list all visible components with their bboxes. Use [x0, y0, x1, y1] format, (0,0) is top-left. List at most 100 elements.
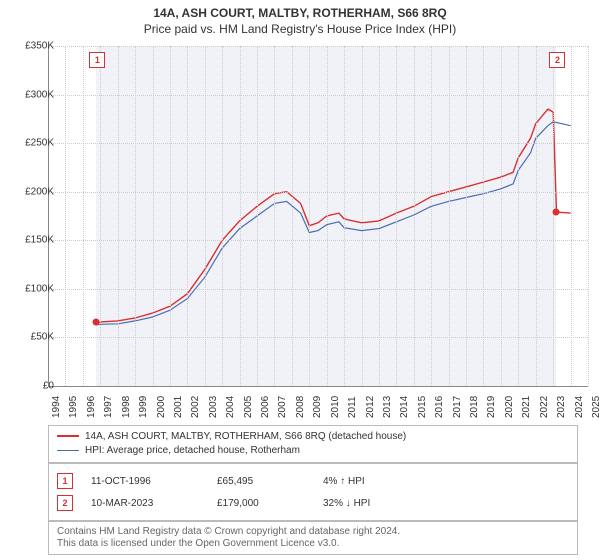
transaction-marker: 1	[57, 473, 73, 489]
marker-label-2: 2	[549, 52, 565, 68]
series-hpi	[96, 122, 570, 325]
x-axis-label: 2025	[591, 396, 600, 418]
x-axis-label: 1995	[68, 396, 79, 418]
chart-title: 14A, ASH COURT, MALTBY, ROTHERHAM, S66 8…	[0, 0, 600, 20]
chart-lines-svg	[48, 46, 588, 386]
y-axis-label: £50K	[31, 332, 54, 343]
gridline-v	[414, 46, 415, 386]
gridline-h	[48, 289, 588, 290]
gridline-v	[205, 46, 206, 386]
gridline-v	[118, 46, 119, 386]
legend-label: 14A, ASH COURT, MALTBY, ROTHERHAM, S66 8…	[85, 431, 406, 442]
x-axis-label: 2000	[156, 396, 167, 418]
license-line-1: Contains HM Land Registry data © Crown c…	[57, 526, 569, 538]
x-axis-label: 2003	[208, 396, 219, 418]
gridline-v	[309, 46, 310, 386]
x-axis-label: 2001	[173, 396, 184, 418]
gridline-v	[153, 46, 154, 386]
gridline-v	[327, 46, 328, 386]
license-box: Contains HM Land Registry data © Crown c…	[48, 521, 578, 555]
x-axis-label: 2005	[243, 396, 254, 418]
gridline-v	[362, 46, 363, 386]
gridline-v	[396, 46, 397, 386]
legend-label: HPI: Average price, detached house, Roth…	[85, 445, 300, 456]
transaction-delta: 32% ↓ HPI	[323, 498, 569, 509]
x-axis-label: 2008	[295, 396, 306, 418]
chart-subtitle: Price paid vs. HM Land Registry's House …	[0, 20, 600, 42]
x-axis-label: 2002	[190, 396, 201, 418]
y-axis-label: £200K	[25, 186, 54, 197]
gridline-v	[588, 46, 589, 386]
chart-plot-area: 12	[48, 46, 588, 386]
gridline-h	[48, 337, 588, 338]
x-axis-label: 2023	[556, 396, 567, 418]
x-axis-label: 2014	[399, 396, 410, 418]
x-axis-label: 2006	[260, 396, 271, 418]
gridline-v	[501, 46, 502, 386]
marker-dot-1	[93, 319, 100, 326]
legend-item: 14A, ASH COURT, MALTBY, ROTHERHAM, S66 8…	[57, 430, 569, 444]
chart-container: 14A, ASH COURT, MALTBY, ROTHERHAM, S66 8…	[0, 0, 600, 560]
x-axis-label: 2016	[434, 396, 445, 418]
gridline-v	[553, 46, 554, 386]
gridline-h	[48, 192, 588, 193]
series-price_paid	[96, 109, 570, 322]
gridline-v	[571, 46, 572, 386]
x-axis	[48, 386, 588, 387]
x-axis-label: 2011	[347, 396, 358, 418]
y-axis-label: £250K	[25, 138, 54, 149]
gridline-v	[65, 46, 66, 386]
legend-item: HPI: Average price, detached house, Roth…	[57, 444, 569, 458]
gridline-h	[48, 143, 588, 144]
gridline-v	[379, 46, 380, 386]
x-axis-label: 2009	[312, 396, 323, 418]
gridline-v	[466, 46, 467, 386]
gridline-v	[187, 46, 188, 386]
x-axis-label: 1997	[103, 396, 114, 418]
gridline-v	[257, 46, 258, 386]
x-axis-label: 2013	[382, 396, 393, 418]
x-axis-label: 2022	[539, 396, 550, 418]
x-axis-label: 2017	[452, 396, 463, 418]
y-axis-label: £300K	[25, 89, 54, 100]
x-axis-label: 1998	[121, 396, 132, 418]
gridline-v	[483, 46, 484, 386]
gridline-v	[83, 46, 84, 386]
y-axis-label: £100K	[25, 283, 54, 294]
transaction-row: 1 11-OCT-1996 £65,495 4% ↑ HPI	[57, 470, 569, 492]
gridline-v	[518, 46, 519, 386]
x-axis-label: 2004	[225, 396, 236, 418]
marker-label-1: 1	[89, 52, 105, 68]
x-axis-label: 2024	[574, 396, 585, 418]
license-line-2: This data is licensed under the Open Gov…	[57, 538, 569, 550]
gridline-v	[344, 46, 345, 386]
legend-box: 14A, ASH COURT, MALTBY, ROTHERHAM, S66 8…	[48, 425, 578, 463]
x-axis-label: 2018	[469, 396, 480, 418]
legend-swatch	[57, 450, 79, 451]
x-axis-label: 2015	[417, 396, 428, 418]
gridline-h	[48, 240, 588, 241]
x-axis-label: 1996	[86, 396, 97, 418]
transaction-row: 210-MAR-2023£179,00032% ↓ HPI	[57, 492, 569, 514]
gridline-v	[170, 46, 171, 386]
x-axis-label: 2012	[365, 396, 376, 418]
x-axis-label: 1999	[138, 396, 149, 418]
transactions-box: 1 11-OCT-1996 £65,495 4% ↑ HPI 2 10-MAR-2023 £…	[48, 463, 578, 521]
gridline-h	[48, 95, 588, 96]
gridline-v	[222, 46, 223, 386]
transaction-marker: 2	[57, 495, 73, 511]
transaction-date: 11-OCT-1996	[79, 476, 211, 487]
gridline-v	[536, 46, 537, 386]
legend-swatch	[57, 435, 79, 437]
x-axis-label: 1994	[51, 396, 62, 418]
gridline-v	[100, 46, 101, 386]
gridline-v	[135, 46, 136, 386]
gridline-v	[449, 46, 450, 386]
transaction-date: 10-MAR-2023	[79, 498, 211, 509]
transaction-delta: 4% ↑ HPI	[323, 476, 569, 487]
transaction-price: £65,495	[217, 476, 317, 487]
x-axis-label: 2010	[330, 396, 341, 418]
gridline-v	[431, 46, 432, 386]
x-axis-label: 2007	[277, 396, 288, 418]
gridline-v	[240, 46, 241, 386]
